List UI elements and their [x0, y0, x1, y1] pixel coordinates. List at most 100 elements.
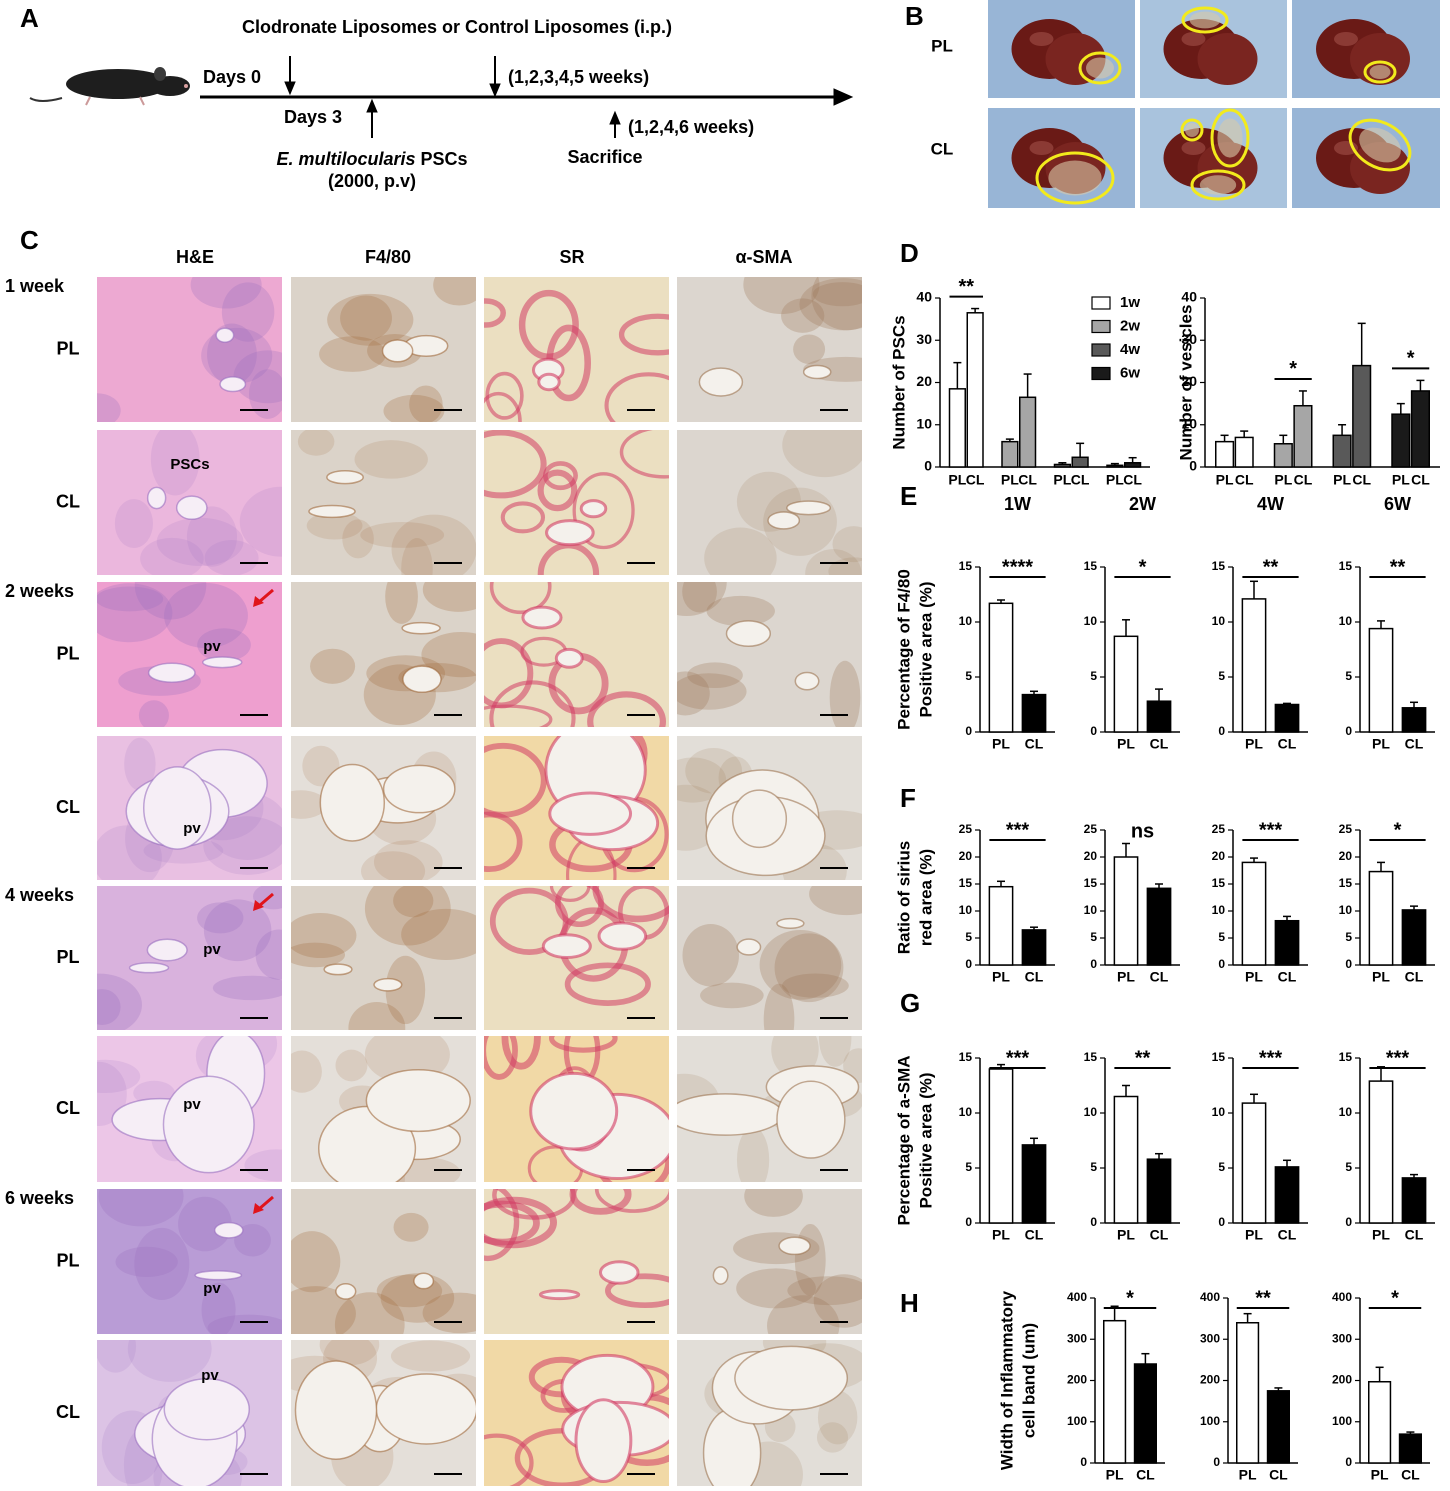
stained-region — [207, 1314, 282, 1334]
bar — [1266, 1390, 1291, 1464]
collagen — [537, 469, 578, 512]
stained-region — [787, 1276, 862, 1306]
x-tick-label: PL — [1372, 969, 1390, 985]
arrow-head — [253, 1203, 264, 1214]
y-tick-label: 30 — [916, 331, 932, 347]
lesion — [1189, 11, 1221, 29]
stained-region — [817, 1390, 858, 1445]
stained-region — [706, 595, 775, 627]
y-tick-label: 20 — [1212, 849, 1226, 863]
y-tick-label: 0 — [924, 458, 932, 474]
y-tick-label: 5 — [1345, 1160, 1352, 1174]
x-tick-label: CL — [1405, 736, 1424, 752]
stained-region — [677, 673, 747, 710]
stained-region — [97, 586, 164, 612]
stained-region — [97, 1340, 137, 1373]
vessel-lumen — [146, 486, 167, 510]
y-tick-label: 15 — [1212, 876, 1226, 890]
timepoint-label: 1 week — [5, 276, 65, 296]
histology-image — [484, 1189, 669, 1334]
stained-region — [334, 1292, 405, 1334]
y-tick-label: 300 — [1332, 1331, 1352, 1345]
stained-region — [380, 1273, 455, 1323]
group-label: CL — [56, 797, 80, 817]
y-tick-label: 10 — [959, 903, 973, 917]
y-tick-label: 300 — [1200, 1331, 1220, 1345]
x-tick-label: PL — [992, 969, 1010, 985]
collagen — [489, 582, 552, 615]
bar — [1241, 861, 1267, 966]
histology-image — [484, 736, 669, 880]
significance-label: * — [1407, 348, 1415, 370]
collagen — [484, 298, 506, 328]
y-tick-label: 25 — [1339, 822, 1353, 836]
lesion-circle — [1190, 169, 1246, 201]
panel-label: F — [900, 783, 916, 813]
group-label: CL — [56, 1402, 80, 1422]
stained-region — [134, 582, 207, 620]
vessel-lumen — [579, 499, 608, 519]
y-tick-label: 5 — [1345, 930, 1352, 944]
vessel-lumen — [323, 963, 353, 976]
y-tick-label: 10 — [1339, 1105, 1353, 1119]
histology-image — [677, 886, 862, 1030]
bar — [1241, 1102, 1267, 1224]
column-header: F4/80 — [365, 247, 411, 267]
bar — [1021, 929, 1047, 966]
histology-image: pv — [97, 1340, 282, 1486]
y-tick-label: 0 — [1218, 1215, 1225, 1229]
stained-region — [233, 350, 282, 404]
y-tick-label: 10 — [1084, 1105, 1098, 1119]
vessel-lumen — [373, 977, 403, 992]
significance-label: * — [1394, 819, 1402, 841]
x-tick-label: CL — [1025, 969, 1044, 985]
x-tick-label: CL — [1123, 472, 1142, 488]
histology-image — [291, 582, 476, 727]
stained-region — [178, 1196, 232, 1252]
stained-region — [759, 929, 842, 1000]
x-tick-label: CL — [1025, 1227, 1044, 1243]
y-tick-label: 10 — [1084, 903, 1098, 917]
tissue — [677, 886, 862, 1030]
panel-label: A — [20, 3, 39, 33]
vessel-lumen — [712, 1266, 729, 1285]
collagen — [572, 472, 635, 550]
bar — [1124, 462, 1142, 468]
tissue — [97, 277, 282, 422]
histology-image — [677, 736, 862, 880]
bar — [1391, 413, 1411, 468]
y-tick-label: 100 — [1332, 1414, 1352, 1428]
stained-region — [829, 660, 861, 727]
stained-region — [127, 1340, 212, 1382]
stained-region — [832, 526, 862, 563]
vessel-lumen — [375, 1373, 476, 1445]
stained-region — [422, 582, 476, 612]
bar — [1019, 396, 1037, 468]
significance-label: *** — [1259, 819, 1283, 841]
y-tick-label: 10 — [1181, 415, 1197, 431]
histology-image — [484, 277, 669, 422]
vessel-lumen — [128, 962, 170, 974]
histology-image — [677, 1340, 862, 1486]
x-tick-label: CL — [1405, 969, 1424, 985]
group-label: PL — [56, 643, 79, 663]
tissue — [291, 886, 476, 1030]
histology-image — [97, 277, 282, 422]
y-tick-label: 10 — [1339, 903, 1353, 917]
y-tick-label: 400 — [1332, 1290, 1352, 1304]
x-tick-label: PL — [1245, 736, 1263, 752]
vessel-lumen — [413, 1272, 435, 1290]
y-axis-label: Number of PSCs — [889, 315, 908, 449]
collagen — [500, 501, 546, 534]
column-header: α-SMA — [735, 247, 792, 267]
chart-title: 2W — [1129, 494, 1156, 514]
lesion — [1185, 123, 1199, 137]
stained-region — [767, 1295, 840, 1334]
histology-image — [291, 736, 476, 880]
collagen — [484, 1433, 534, 1486]
panel-label: D — [900, 238, 919, 268]
stained-region — [348, 1002, 406, 1030]
histology-image: pv — [97, 736, 282, 880]
collagen — [484, 1196, 557, 1249]
y-tick-label: 0 — [1345, 1455, 1352, 1469]
